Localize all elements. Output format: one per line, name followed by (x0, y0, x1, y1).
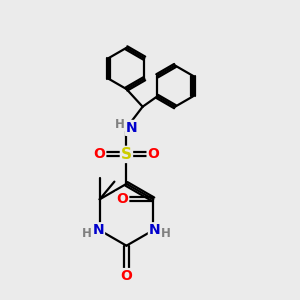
Text: S: S (121, 147, 132, 162)
Text: H: H (82, 227, 92, 240)
Text: O: O (93, 147, 105, 161)
Text: H: H (160, 227, 170, 240)
Text: N: N (126, 121, 138, 135)
Text: H: H (115, 118, 125, 131)
Text: N: N (92, 223, 104, 237)
Text: O: O (121, 269, 132, 283)
Text: N: N (149, 223, 161, 237)
Text: O: O (148, 147, 160, 161)
Text: O: O (116, 192, 128, 206)
